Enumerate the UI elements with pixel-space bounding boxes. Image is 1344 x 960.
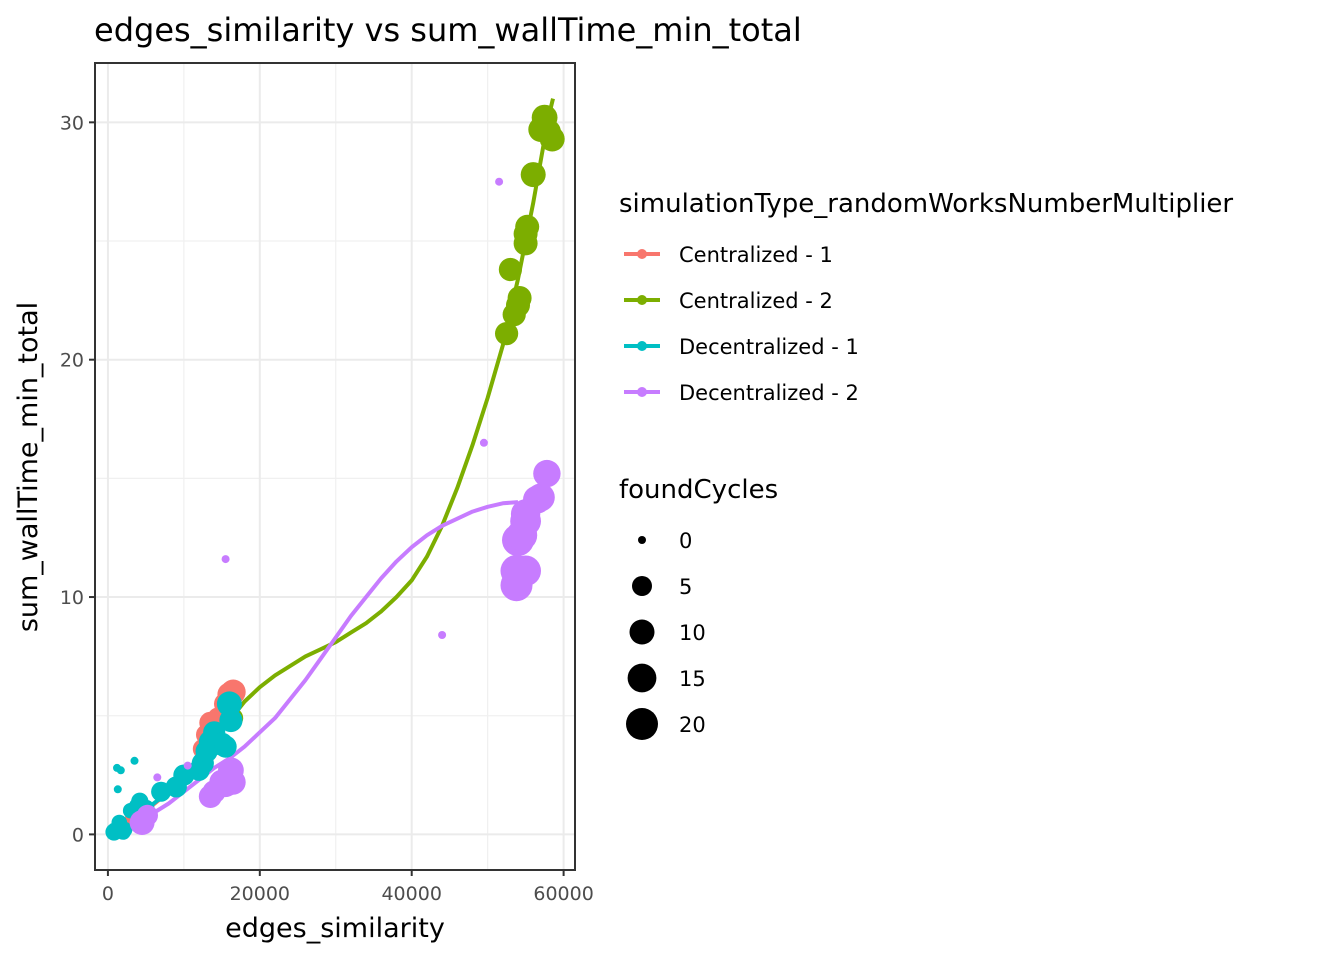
size-legend-label: 20 xyxy=(679,713,706,737)
panel-background xyxy=(95,63,575,870)
y-tick-label: 30 xyxy=(60,112,84,134)
y-tick-label: 10 xyxy=(60,587,84,609)
data-point xyxy=(136,804,158,827)
size-legend-key xyxy=(626,708,658,740)
size-legend-label: 0 xyxy=(679,529,692,553)
data-point xyxy=(113,785,122,794)
size-legend-label: 15 xyxy=(679,667,706,691)
data-point xyxy=(221,555,230,564)
x-axis: 0 20000 40000 60000 xyxy=(102,870,594,905)
data-point xyxy=(507,286,532,310)
legend-item-label: Centralized - 1 xyxy=(679,243,833,267)
size-legend-label: 10 xyxy=(679,621,706,645)
legend-key-point xyxy=(637,295,647,305)
size-legend: foundCycles 0 5 10 15 20 xyxy=(619,475,778,740)
legend-key-point xyxy=(637,341,647,351)
chart-title: edges_similarity vs sum_wallTime_min_tot… xyxy=(94,11,802,49)
data-point xyxy=(539,126,565,152)
x-tick-label: 60000 xyxy=(533,883,593,905)
size-legend-key xyxy=(632,576,652,596)
grid-lines xyxy=(95,63,575,870)
data-point xyxy=(526,483,555,512)
panel-border xyxy=(94,62,576,871)
data-point xyxy=(520,162,546,188)
data-point xyxy=(498,257,522,282)
data-point xyxy=(515,214,540,239)
legend-item-label: Centralized - 2 xyxy=(679,289,833,313)
color-legend-title: simulationType_randomWorksNumberMultipli… xyxy=(619,189,1233,219)
x-axis-title: edges_similarity xyxy=(225,913,445,944)
data-point xyxy=(116,821,133,838)
data-point xyxy=(116,766,125,775)
data-point xyxy=(220,769,246,795)
legend-item-label: Decentralized - 2 xyxy=(679,381,859,405)
x-tick-label: 20000 xyxy=(230,883,290,905)
size-legend-key xyxy=(629,619,655,645)
y-tick-label: 0 xyxy=(72,824,84,846)
size-legend-title: foundCycles xyxy=(619,475,778,505)
panel-frame xyxy=(94,62,576,871)
legend-item-label: Decentralized - 1 xyxy=(679,335,859,359)
size-legend-label: 5 xyxy=(679,575,692,599)
data-point xyxy=(130,756,139,765)
y-axis: 0 10 20 30 xyxy=(60,112,95,846)
color-legend: simulationType_randomWorksNumberMultipli… xyxy=(619,189,1233,405)
legend-key-point xyxy=(637,387,647,397)
x-tick-label: 40000 xyxy=(381,883,441,905)
data-point xyxy=(495,322,519,346)
data-point xyxy=(533,459,561,488)
x-tick-label: 0 xyxy=(102,883,114,905)
size-legend-key xyxy=(638,536,646,544)
plot-panel xyxy=(95,63,575,870)
data-point xyxy=(495,177,504,186)
legend-key-point xyxy=(637,249,647,259)
data-point xyxy=(183,761,192,770)
data-points xyxy=(105,104,565,841)
y-tick-label: 20 xyxy=(60,350,84,372)
data-point xyxy=(479,438,488,447)
y-axis-title: sum_wallTime_min_total xyxy=(13,302,44,632)
data-point xyxy=(219,708,243,733)
data-point xyxy=(153,773,162,782)
size-legend-key xyxy=(627,663,657,693)
data-point xyxy=(510,555,541,587)
data-point xyxy=(214,735,237,758)
data-point xyxy=(438,631,447,639)
